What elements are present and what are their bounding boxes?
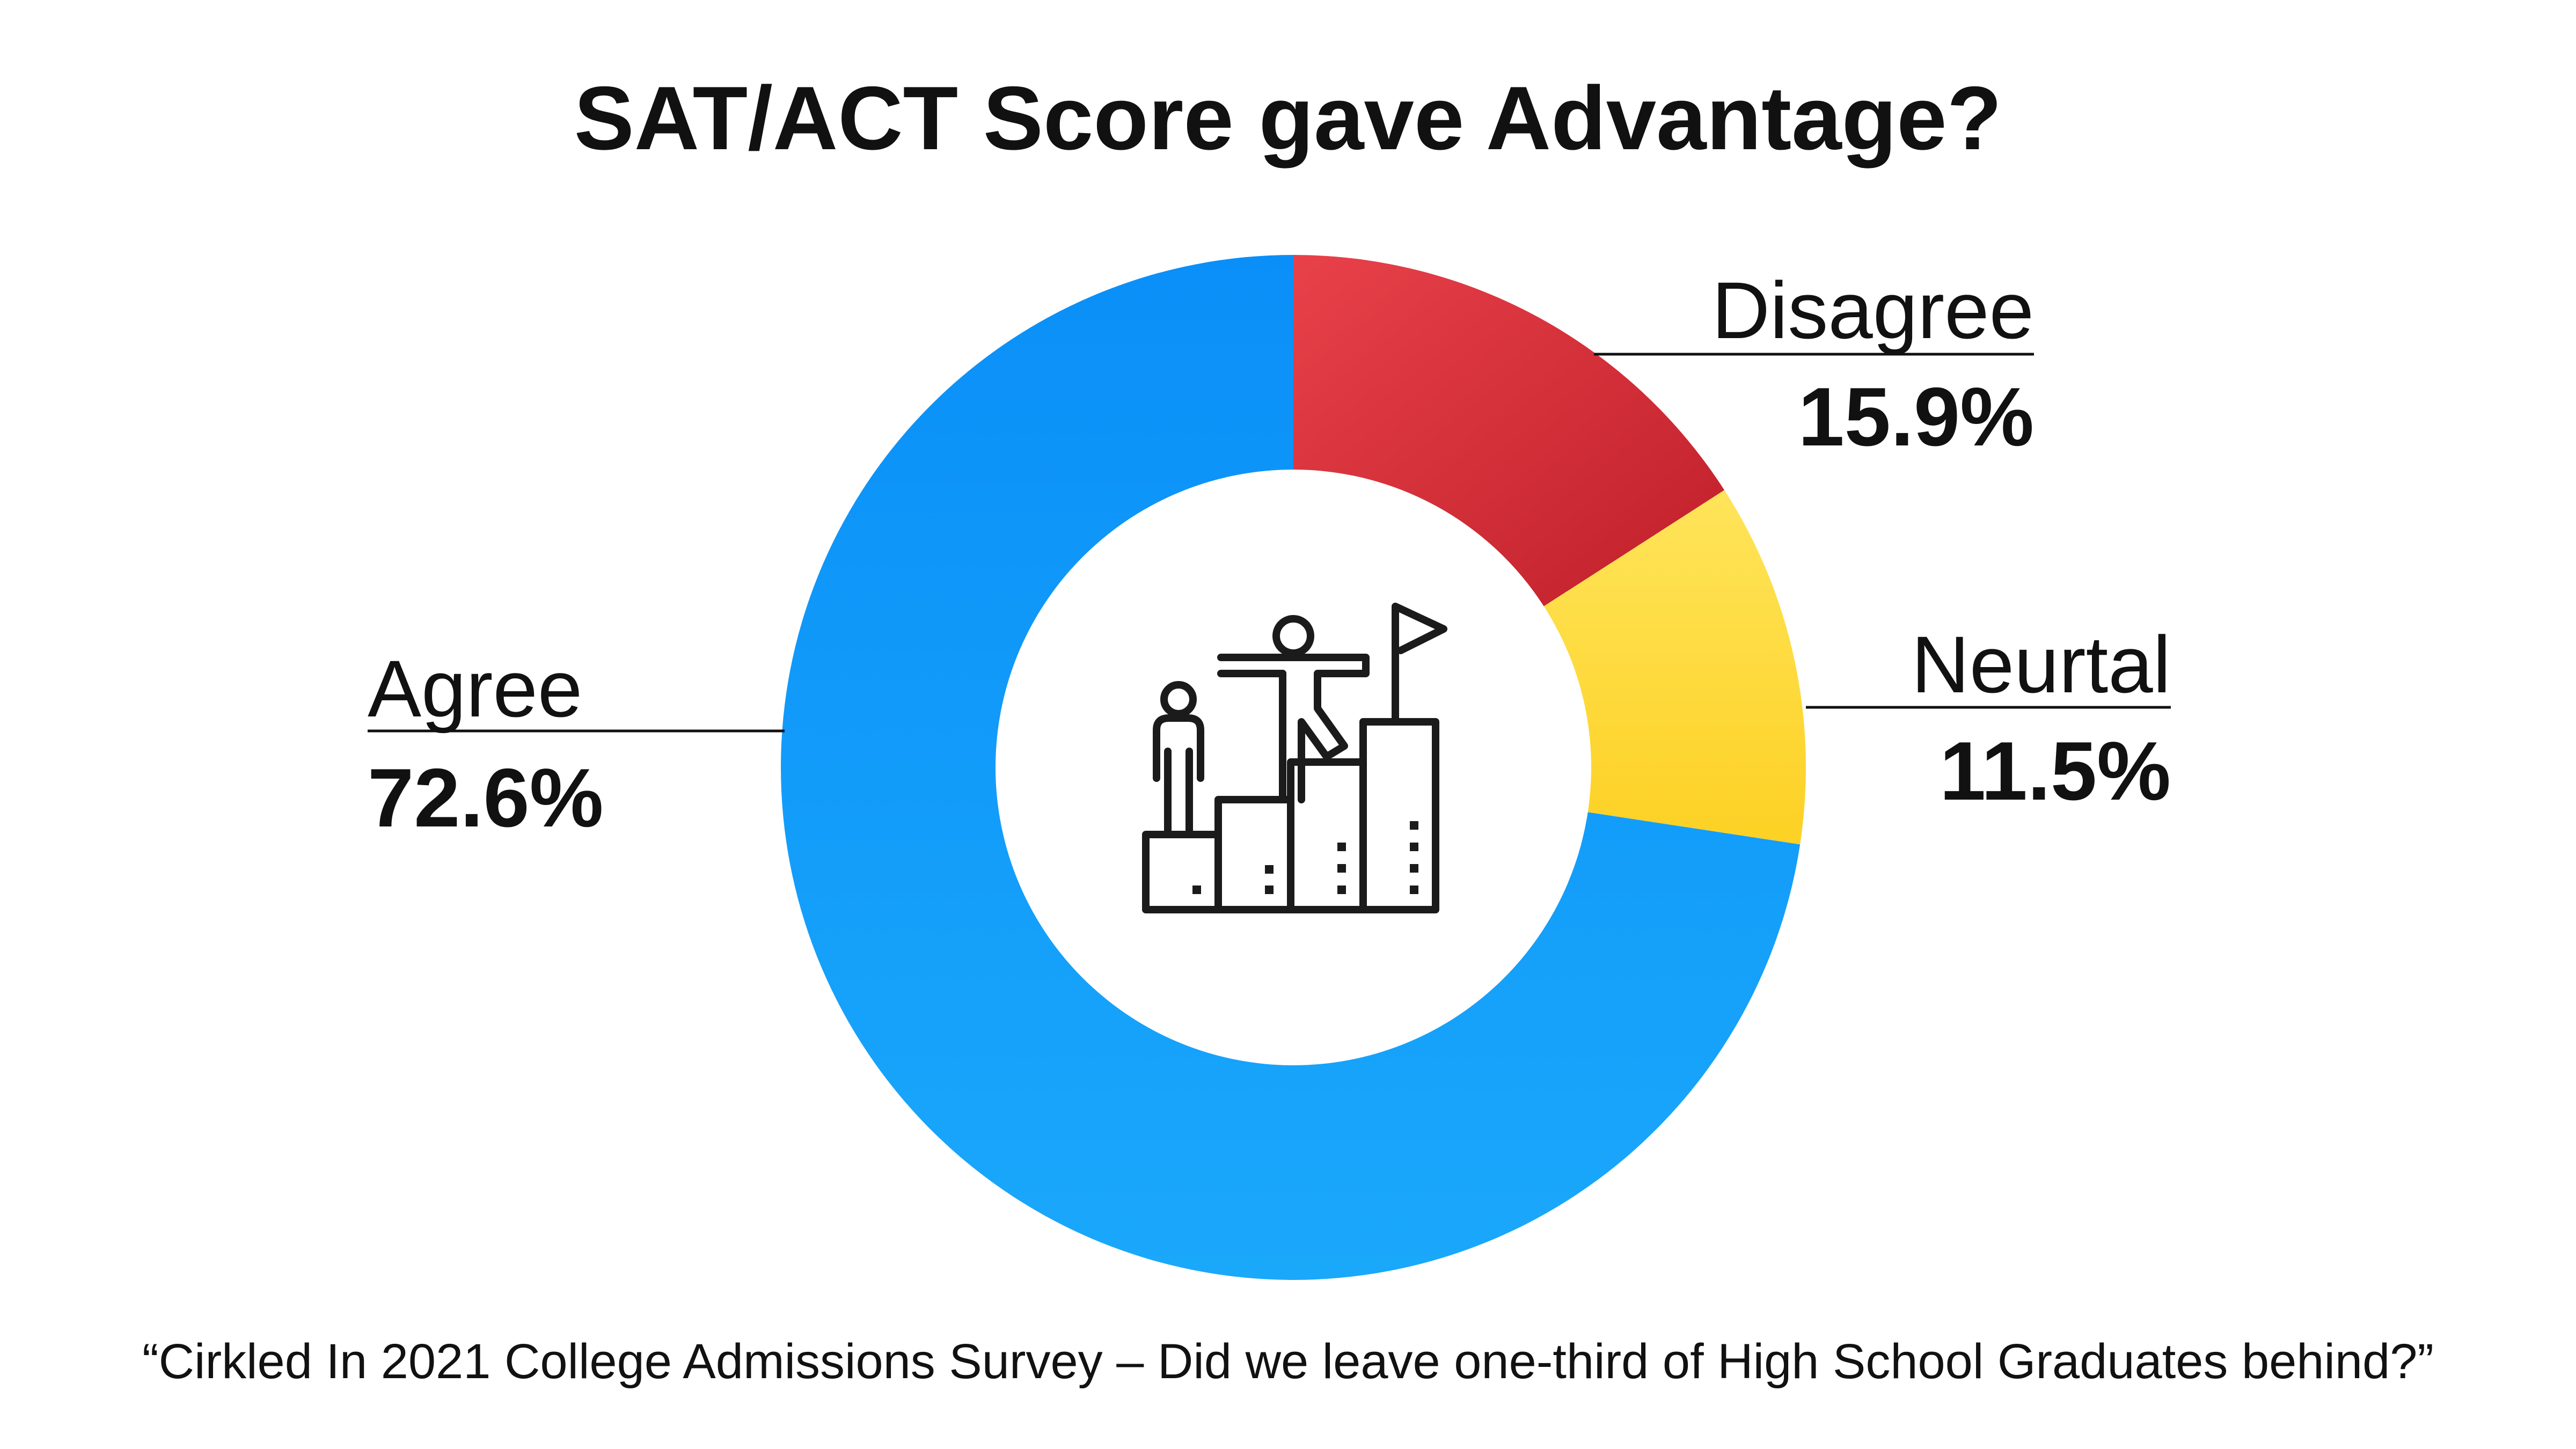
slice-value-agree: 72.6% [368,751,604,844]
donut-slices [781,255,1806,1280]
chart-title: SAT/ACT Score gave Advantage? [574,68,2002,169]
slice-label-agree: Agree [368,643,582,734]
slice-label-disagree: Disagree [1712,265,2034,355]
footnote: “Cirkled In 2021 College Admissions Surv… [142,1334,2434,1389]
podium-people-flag-icon [1142,603,1447,913]
slice-value-neurtal: 11.5% [1940,724,2171,817]
slice-label-neurtal: Neurtal [1911,619,2171,709]
slice-value-disagree: 15.9% [1798,370,2035,463]
slice-neurtal [1543,490,1806,845]
slice-disagree [1293,255,1725,606]
slice-agree [781,255,1801,1280]
slice-labels: Disagree 15.9% Neurtal 11.5% Agree 72.6% [368,265,2171,844]
